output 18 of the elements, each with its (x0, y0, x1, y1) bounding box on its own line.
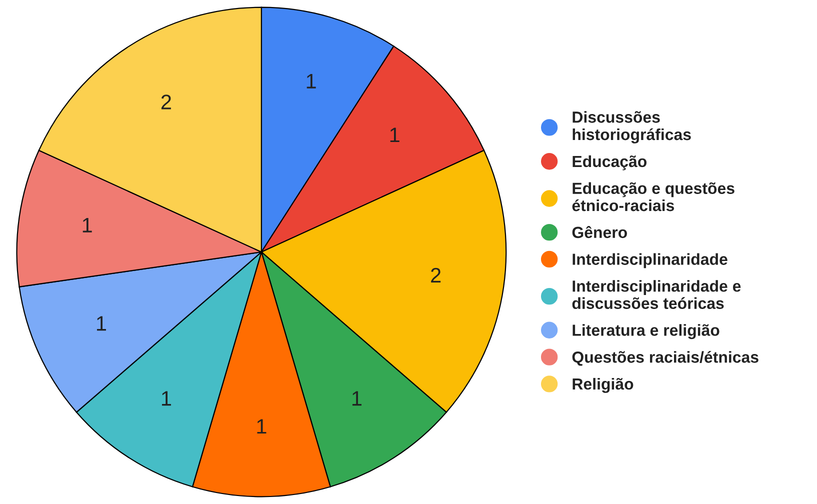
data-label: 2 (161, 94, 171, 110)
legend-label: Interdisciplinaridade (572, 253, 728, 268)
legend-label: Literatura e religião (572, 324, 720, 340)
data-label: 1 (257, 419, 266, 434)
data-label: 1 (390, 128, 400, 142)
legend-label: Interdisciplinaridade e discussões teóricas (572, 280, 741, 310)
legend-label: Discussões historiográficas (572, 111, 691, 144)
data-label: 2 (431, 268, 441, 282)
legend-label: Gênero (572, 226, 627, 238)
legend-label: Questões raciais/étnicas (572, 350, 758, 366)
legend-label: Educação e questões étnico-raciais (572, 182, 734, 212)
legend-label: Educação (572, 155, 647, 170)
data-label: 1 (97, 316, 106, 331)
legend-label: Religião (572, 378, 634, 393)
data-label: 1 (162, 391, 171, 406)
data-label: 1 (82, 218, 92, 232)
data-label: 1 (352, 391, 362, 406)
data-label: 1 (306, 74, 316, 88)
